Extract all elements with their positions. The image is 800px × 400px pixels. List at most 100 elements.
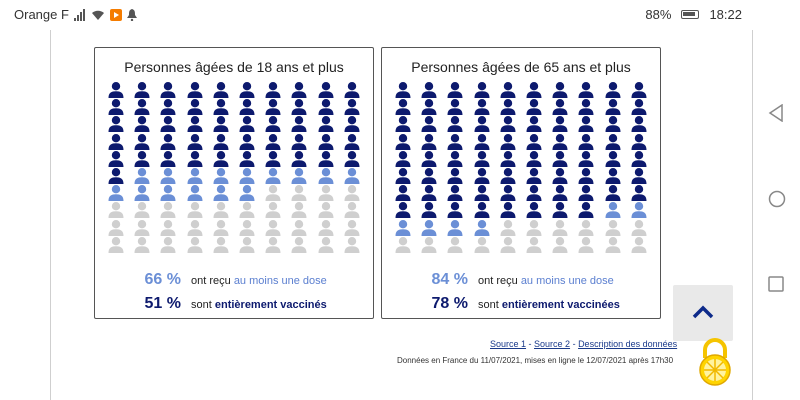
person-icon-full [213, 116, 229, 133]
person-icon-full [291, 82, 307, 98]
person-icon-full [605, 99, 621, 116]
person-icon-full [578, 116, 594, 133]
carrier-label: Orange F [14, 7, 69, 22]
person-icon-empty [108, 236, 124, 253]
person-icon-empty [631, 236, 647, 253]
card-title: Personnes âgées de 65 ans et plus [411, 59, 631, 75]
person-icon-full [605, 150, 621, 167]
person-icon-empty [134, 219, 150, 236]
person-icon-full [474, 133, 490, 150]
person-icon-full [578, 133, 594, 150]
person-icon-full [395, 116, 411, 133]
person-icon-empty [187, 202, 203, 219]
person-icon-full [187, 133, 203, 150]
person-icon-full [552, 202, 568, 219]
person-icon-partial [213, 168, 229, 184]
person-icon-full [134, 82, 150, 98]
person-icon-full [631, 116, 647, 133]
home-icon[interactable] [768, 190, 786, 208]
person-icon-full [500, 202, 516, 219]
stat-highlight: entièrement vaccinés [214, 299, 327, 311]
person-icon-full [605, 133, 621, 150]
person-icon-full [395, 133, 411, 150]
person-icon-full [605, 185, 621, 202]
person-icon-partial [447, 219, 463, 236]
lemon-lock-icon[interactable] [695, 336, 735, 386]
scroll-to-top-button[interactable] [673, 285, 733, 341]
person-icon-full [395, 168, 411, 184]
person-icon-full [526, 150, 542, 167]
person-icon-full [474, 168, 490, 184]
person-icon-full [160, 133, 176, 150]
person-icon-full [552, 150, 568, 167]
source-2-link[interactable]: Source 2 [534, 339, 571, 349]
person-icon-full [213, 82, 229, 98]
person-icon-empty [605, 236, 621, 253]
person-icon-empty [239, 202, 255, 219]
person-icon-partial [421, 219, 437, 236]
person-icon-empty [631, 219, 647, 236]
recent-apps-icon[interactable] [768, 276, 784, 292]
person-icon-empty [108, 202, 124, 219]
clock: 18:22 [709, 7, 742, 22]
data-description-link[interactable]: Description des données [578, 339, 678, 349]
stat-text: ont reçu [191, 275, 234, 287]
back-icon[interactable] [768, 104, 784, 122]
person-icon-full [578, 202, 594, 219]
person-icon-full [160, 150, 176, 167]
person-icon-empty [134, 202, 150, 219]
person-icon-empty [526, 236, 542, 253]
person-icon-partial [134, 168, 150, 184]
person-icon-full [344, 116, 360, 133]
person-icon-empty [605, 219, 621, 236]
person-icon-empty [318, 185, 334, 202]
person-icon-full [318, 133, 334, 150]
person-icon-full [447, 82, 463, 98]
person-icon-empty [344, 236, 360, 253]
person-icon-full [291, 116, 307, 133]
person-icon-full [605, 82, 621, 98]
source-1-link[interactable]: Source 1 [490, 339, 527, 349]
person-icon-full [421, 133, 437, 150]
person-icon-full [318, 99, 334, 116]
person-icon-partial [160, 185, 176, 202]
person-icon-partial [318, 168, 334, 184]
person-icon-full [631, 185, 647, 202]
stat-first-dose: 84 % ont reçu au moins une dose [382, 271, 660, 289]
battery-icon [681, 10, 700, 19]
person-icon-grid [107, 82, 363, 253]
person-icon-full [265, 133, 281, 150]
person-icon-empty [239, 236, 255, 253]
separator: - [570, 339, 579, 349]
person-icon-full [500, 116, 516, 133]
person-icon-full [526, 202, 542, 219]
person-icon-full [291, 99, 307, 116]
person-icon-full [447, 168, 463, 184]
person-icon-empty [265, 185, 281, 202]
person-icon-grid [394, 82, 650, 253]
person-icon-full [134, 150, 150, 167]
person-icon-full [552, 99, 568, 116]
person-icon-full [421, 185, 437, 202]
person-icon-full [318, 150, 334, 167]
person-icon-full [187, 99, 203, 116]
fully-vaccinated-percent: 78 % [431, 295, 468, 312]
person-icon-full [213, 99, 229, 116]
person-icon-full [552, 168, 568, 184]
person-icon-full [552, 185, 568, 202]
person-icon-full [526, 116, 542, 133]
stat-highlight: au moins une dose [520, 275, 614, 287]
person-icon-full [474, 185, 490, 202]
person-icon-full [239, 99, 255, 116]
person-icon-full [552, 82, 568, 98]
person-icon-empty [265, 202, 281, 219]
person-icon-full [500, 99, 516, 116]
person-icon-partial [344, 168, 360, 184]
play-store-icon [109, 8, 122, 21]
person-icon-full [631, 150, 647, 167]
person-icon-full [108, 82, 124, 98]
first-dose-percent: 84 % [431, 271, 468, 288]
data-footnote: Données en France du 11/07/2021, mises e… [397, 356, 674, 365]
person-icon-full [526, 82, 542, 98]
person-icon-full [213, 133, 229, 150]
